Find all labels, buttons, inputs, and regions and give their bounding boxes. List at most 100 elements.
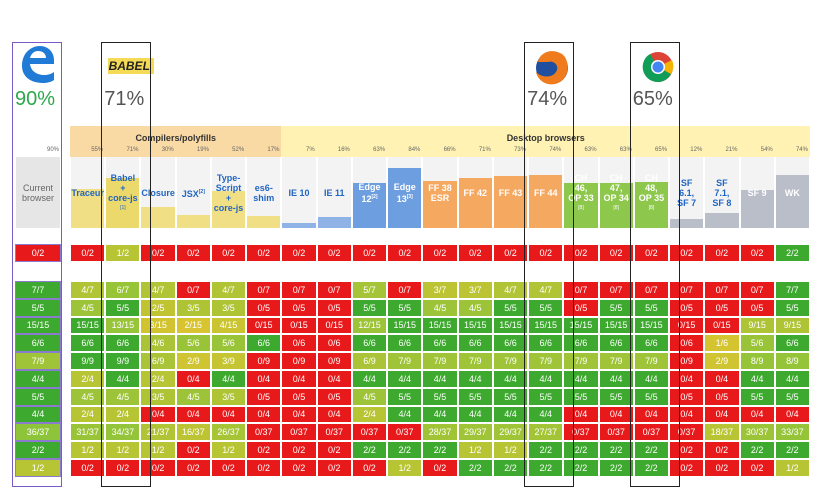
footnote-ref: [8] [578, 204, 584, 211]
result-cell: 4/5 [457, 298, 493, 317]
score-label: 52% [232, 147, 245, 153]
result-cell: 0/7 [246, 281, 282, 299]
result-cell: 2/2 [563, 459, 599, 477]
result-cell: 4/4 [774, 370, 810, 388]
result-cell: 0/6 [316, 334, 352, 353]
result-cell: 15/15 [563, 316, 599, 335]
result-cell: 0/2 [704, 244, 740, 262]
result-cell: 0/2 [351, 244, 388, 262]
result-cell: 5/5 [739, 387, 775, 406]
result-cell: 4/5 [105, 387, 141, 406]
score-bar [670, 219, 704, 228]
result-cell: 0/7 [633, 281, 670, 299]
result-cell: 0/2 [598, 244, 634, 262]
score-bar [599, 183, 633, 228]
score-bar [352, 183, 387, 228]
result-cell: 5/5 [528, 298, 564, 317]
score-bar [317, 216, 351, 228]
logo-score: 74% [527, 88, 568, 110]
score-bar [634, 181, 669, 228]
result-cell: 7/7 [774, 281, 810, 299]
result-cell: 0/37 [598, 423, 634, 442]
result-cell: 5/6 [210, 334, 247, 353]
result-cell: 2/2 [528, 459, 564, 477]
result-cell: 4/4 [387, 405, 423, 424]
result-cell: 4/5 [175, 387, 211, 406]
header-line: SF [716, 177, 728, 188]
logo-score: 71% [104, 88, 145, 110]
result-cell: 0/7 [281, 281, 317, 299]
result-cell: 4/4 [387, 370, 423, 388]
result-cell: 0/7 [704, 281, 740, 299]
result-cell: 0/6 [669, 334, 705, 353]
score-bar [282, 223, 316, 228]
header-line: ESR [430, 192, 450, 203]
result-cell: 0/37 [563, 423, 599, 442]
score-bar [423, 181, 457, 228]
header-label: IE 10 [281, 157, 316, 228]
highlight-box [101, 42, 152, 487]
header-label: IE 11 [317, 157, 352, 228]
footnote-ref: [1] [120, 204, 126, 211]
result-cell: 5/5 [598, 298, 634, 317]
result-cell: 6/6 [70, 334, 106, 353]
result-cell: 0/7 [316, 281, 352, 299]
result-cell: 7/9 [563, 352, 599, 370]
score-label: 63% [373, 147, 386, 153]
result-cell: 5/7 [351, 281, 388, 299]
result-cell: 5/5 [15, 298, 61, 317]
result-cell: 30/37 [739, 423, 775, 442]
firefox-logo [536, 51, 568, 85]
result-cell: 0/2 [387, 244, 423, 262]
logo-score: 90% [15, 88, 56, 110]
result-cell: 4/7 [492, 281, 529, 299]
result-cell: 1/2 [774, 459, 810, 477]
result-cell: 4/5 [422, 298, 458, 317]
result-cell: 0/2 [316, 459, 352, 477]
result-cell: 0/5 [281, 387, 317, 406]
score-label: 63% [619, 147, 632, 153]
result-cell: 0/2 [633, 244, 670, 262]
footnote-ref: [3] [406, 193, 413, 200]
header-label: SF 7.1, SF 8 [704, 157, 739, 228]
header-line: JSX[2] [181, 188, 205, 199]
result-cell: 4/4 [528, 405, 564, 424]
header-line: SF 7 [677, 197, 697, 208]
result-cell: 0/5 [316, 298, 352, 317]
result-cell: 0/7 [175, 281, 211, 299]
result-cell: 2/15 [175, 316, 211, 335]
result-cell: 0/4 [598, 405, 634, 424]
result-cell: 0/2 [246, 244, 282, 262]
result-cell: 0/4 [316, 370, 352, 388]
result-cell: 0/2 [704, 441, 740, 459]
result-cell: 0/4 [563, 405, 599, 424]
result-cell: 6/9 [140, 352, 176, 370]
chrome-logo [642, 52, 674, 83]
result-cell: 33/37 [774, 423, 810, 442]
result-cell: 1/6 [704, 334, 740, 353]
result-cell: 9/9 [105, 352, 141, 370]
result-cell: 2/2 [774, 441, 810, 459]
result-cell: 1/2 [70, 441, 106, 459]
result-cell: 5/5 [528, 387, 564, 406]
result-cell: 0/4 [210, 405, 247, 424]
result-cell: 0/7 [598, 281, 634, 299]
result-cell: 3/7 [422, 281, 458, 299]
result-cell: 3/5 [175, 298, 211, 317]
result-cell: 5/5 [492, 298, 529, 317]
header-cell [317, 157, 351, 228]
result-cell: 2/9 [175, 352, 211, 370]
result-cell: 3/5 [210, 387, 247, 406]
result-cell: 2/2 [598, 459, 634, 477]
result-cell: 15/15 [598, 316, 634, 335]
score-bar [740, 189, 774, 228]
result-cell: 5/5 [387, 387, 423, 406]
result-cell: 2/9 [704, 352, 740, 370]
header-line: OP 34 [603, 192, 629, 203]
result-cell: 4/4 [633, 370, 670, 388]
header-label: FF 42 [458, 157, 493, 228]
header-label: FF 43 [493, 157, 528, 228]
result-cell: 5/5 [492, 387, 529, 406]
result-cell: 6/6 [563, 334, 599, 353]
result-cell: 6/6 [528, 334, 564, 353]
